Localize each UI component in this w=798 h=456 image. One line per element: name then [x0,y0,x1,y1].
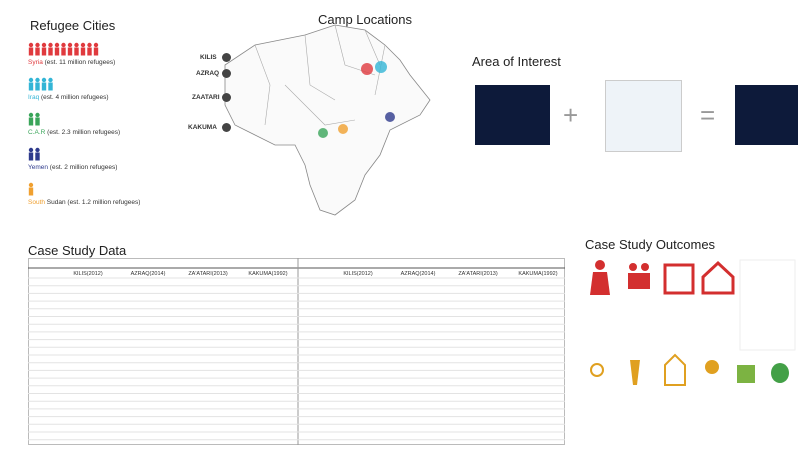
column-header: ZA'ATARI(2013) [458,271,498,277]
column-header: KAKUMA(1992) [248,271,288,277]
legend-label: Syria (est. 11 million refugees) [28,59,116,66]
camp-dot [385,112,395,122]
column-header: AZRAQ(2014) [400,271,436,277]
people-icons [28,77,108,91]
camp-dot [338,124,348,134]
night-photo [475,85,550,145]
camp-marker [222,53,231,62]
section-title: Case Study Outcomes [585,237,716,252]
equals: = [700,100,716,130]
map-land [224,24,431,216]
people-icons [28,112,108,126]
camp-label: ZAATARI [192,94,220,101]
camp-dot [361,63,373,75]
legend-label: Yemen (est. 2 million refugees) [28,164,118,171]
borders [254,24,386,126]
legend-label: Iraq (est. 4 million refugees) [28,94,109,101]
camp-label: KAKUMA [188,124,217,131]
camp-marker [222,93,231,102]
column-header: KILIS(2012) [343,271,373,277]
people-icons [28,147,108,161]
camp-label: KILIS [200,54,217,61]
section-title: Area of Interest [472,54,561,69]
column-header: ZA'ATARI(2013) [188,271,228,277]
camp-dot [318,128,328,138]
camp-dot [375,61,387,73]
table-grid [28,258,565,445]
plus: + [563,100,579,130]
camp-marker [222,123,231,132]
result-photo [735,85,798,145]
map [224,24,431,216]
legend-label: C.A.R (est. 2.3 million refugees) [28,129,121,136]
camp-marker [222,69,231,78]
section-title: Camp Locations [318,12,412,27]
camp-label: AZRAQ [196,70,220,77]
column-header: KAKUMA(1992) [518,271,558,277]
column-header: AZRAQ(2014) [130,271,166,277]
people-icons [28,182,108,196]
column-header: KILIS(2012) [73,271,103,277]
legend-label: South Sudan (est. 1.2 million refugees) [28,199,141,206]
people-icons [28,42,108,56]
device-photo [605,80,682,152]
outcome-icons [590,259,796,386]
section-title: Case Study Data [28,243,127,258]
section-title: Refugee Cities [30,18,116,33]
